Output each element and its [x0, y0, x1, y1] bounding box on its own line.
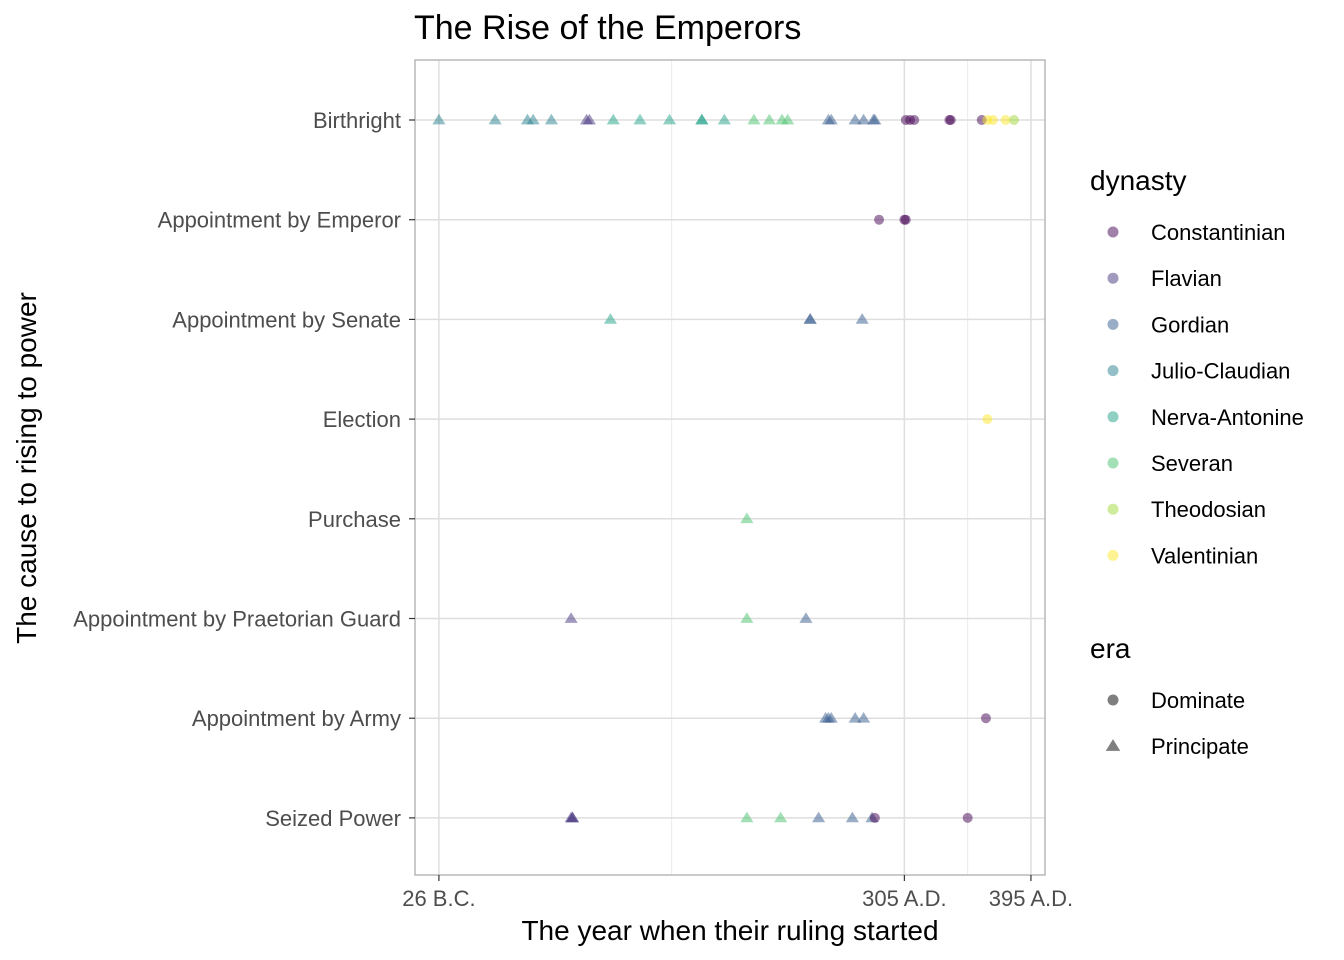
- legend-label: Nerva-Antonine: [1151, 405, 1304, 430]
- data-point: [603, 313, 618, 324]
- legend-key: [1107, 226, 1119, 238]
- data-point: [1009, 115, 1020, 125]
- data-point: [544, 113, 558, 125]
- legend-key: [1107, 272, 1119, 284]
- data-point: [848, 711, 862, 723]
- legend-label: Valentinian: [1151, 543, 1258, 568]
- legend-label: Dominate: [1151, 688, 1245, 713]
- legend-key: [1107, 457, 1119, 469]
- legend-era-title: era: [1090, 633, 1131, 664]
- data-points: [432, 113, 1020, 823]
- y-axis: Birthright Appointment by Emperor Appointm…: [73, 108, 415, 831]
- data-point: [869, 812, 880, 823]
- legend-label: Severan: [1151, 451, 1233, 476]
- data-point: [432, 113, 446, 125]
- data-point: [740, 612, 754, 623]
- legend-key: [1107, 365, 1119, 377]
- legend-label: Theodosian: [1151, 497, 1266, 522]
- legend-key: [1105, 739, 1121, 751]
- x-axis: 26 B.C. 305 A.D. 395 A.D.: [402, 875, 1073, 911]
- data-point: [857, 711, 871, 723]
- data-point: [824, 711, 838, 723]
- y-tick-label: Purchase: [308, 507, 401, 532]
- data-point: [909, 115, 920, 125]
- legend-era: era Dominate Principate: [1090, 633, 1249, 759]
- data-point: [1000, 115, 1011, 125]
- legend-key: [1107, 411, 1119, 423]
- data-point: [812, 811, 826, 823]
- data-point: [565, 811, 580, 823]
- data-point: [982, 414, 993, 425]
- data-point: [874, 214, 885, 225]
- data-point: [824, 113, 838, 125]
- data-point: [774, 811, 788, 823]
- data-point: [747, 113, 761, 125]
- data-point: [868, 113, 882, 125]
- plot-border: [414, 59, 1046, 876]
- data-point: [845, 811, 859, 823]
- data-point: [526, 113, 540, 125]
- legend-key: [1107, 503, 1119, 515]
- data-point: [781, 113, 795, 125]
- data-point: [980, 713, 991, 724]
- data-point: [564, 612, 578, 623]
- legend-label: Principate: [1151, 734, 1249, 759]
- legend-dynasty-title: dynasty: [1090, 165, 1187, 196]
- x-tick-label: 305 A.D.: [862, 886, 946, 911]
- data-point: [762, 113, 776, 125]
- data-point: [606, 113, 620, 125]
- data-point: [695, 113, 709, 125]
- data-point: [857, 113, 871, 125]
- legend-label: Julio-Claudian: [1151, 359, 1290, 384]
- data-point: [855, 313, 869, 324]
- chart-title: The Rise of the Emperors: [414, 9, 801, 47]
- legend-key: [1107, 318, 1119, 330]
- data-point: [900, 214, 911, 225]
- legend-key: [1107, 694, 1119, 706]
- data-point: [662, 113, 677, 125]
- data-point: [803, 313, 817, 324]
- data-point: [799, 612, 813, 623]
- data-point: [633, 113, 647, 125]
- data-point: [717, 113, 731, 125]
- y-tick-label: Appointment by Senate: [172, 307, 401, 332]
- y-tick-label: Appointment by Emperor: [158, 208, 401, 233]
- data-point: [987, 115, 998, 125]
- y-tick-label: Appointment by Praetorian Guard: [73, 607, 401, 632]
- legend-key: [1107, 549, 1119, 561]
- legend-dynasty: dynasty Constantinian Flavian Gordian Julio…: [1090, 165, 1304, 568]
- y-tick-label: Appointment by Army: [192, 706, 401, 731]
- y-tick-label: Election: [323, 407, 401, 432]
- data-point: [848, 113, 862, 125]
- data-point: [488, 113, 502, 125]
- y-tick-label: Birthright: [313, 108, 401, 133]
- grid-lines: [415, 60, 1045, 875]
- x-tick-label: 395 A.D.: [989, 886, 1073, 911]
- legend-label: Gordian: [1151, 312, 1229, 337]
- legend-label: Constantinian: [1151, 220, 1286, 245]
- x-tick-label: 26 B.C.: [402, 886, 475, 911]
- data-point: [740, 811, 754, 823]
- data-point: [740, 512, 754, 524]
- plot-panel: [415, 60, 1045, 875]
- legend-label: Flavian: [1151, 266, 1222, 291]
- data-point: [962, 812, 973, 823]
- y-axis-title: The cause to rising to power: [11, 292, 42, 644]
- data-point: [945, 115, 956, 125]
- y-tick-label: Seized Power: [265, 806, 401, 831]
- x-axis-title: The year when their ruling started: [521, 915, 938, 946]
- data-point: [582, 113, 596, 125]
